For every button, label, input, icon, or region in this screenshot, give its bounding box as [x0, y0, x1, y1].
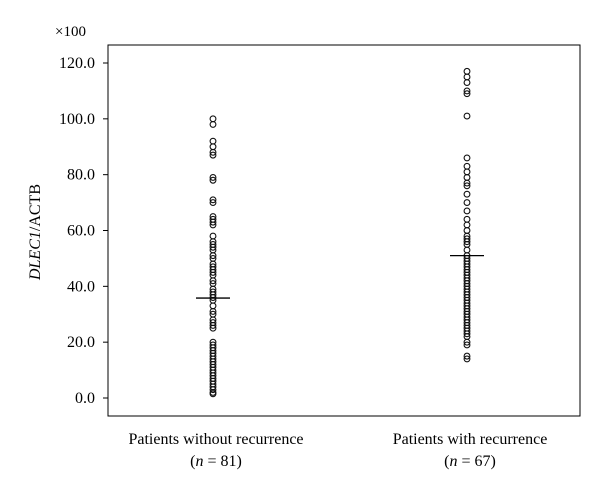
n-symbol: n — [449, 453, 457, 470]
data-point — [209, 218, 217, 226]
y-tick-label: 60.0 — [67, 223, 95, 240]
data-point — [209, 196, 217, 204]
data-point — [209, 321, 217, 329]
data-point — [209, 232, 217, 240]
data-point — [209, 143, 217, 151]
data-point — [463, 207, 471, 215]
data-point — [209, 308, 217, 315]
data-point — [463, 90, 471, 98]
y-axis-ticks: 0.0 20.0 40.0 60.0 80.0 100.0 120.0 — [59, 55, 108, 407]
n-count: = 81) — [203, 453, 241, 470]
data-point — [463, 330, 471, 338]
data-point — [209, 151, 217, 159]
data-points — [209, 67, 471, 398]
data-point — [463, 154, 471, 162]
data-point — [463, 227, 471, 234]
category-label-1-line2: (n = 67) — [444, 453, 496, 470]
data-point — [463, 215, 471, 223]
y-axis-label-gene: DLEC1 — [27, 231, 44, 281]
data-point — [463, 174, 471, 181]
data-point — [209, 386, 217, 394]
data-point — [209, 302, 217, 310]
data-point — [209, 252, 217, 260]
data-point — [463, 168, 471, 176]
scale-note: ×100 — [55, 24, 86, 40]
data-point — [209, 390, 217, 398]
y-tick-label: 100.0 — [59, 111, 95, 128]
y-tick-label: 0.0 — [75, 390, 95, 407]
data-point — [463, 355, 471, 363]
data-point — [463, 190, 471, 198]
y-tick-label: 120.0 — [59, 55, 95, 72]
data-point — [463, 73, 471, 81]
data-point — [463, 238, 471, 246]
n-count: = 67) — [457, 453, 495, 470]
data-point — [463, 182, 471, 190]
data-point — [463, 199, 471, 207]
data-point — [209, 243, 217, 251]
data-point — [209, 221, 217, 229]
data-point — [209, 324, 217, 332]
data-point — [463, 79, 471, 86]
data-point — [209, 115, 217, 123]
data-point — [209, 277, 217, 285]
category-label-0-line1: Patients without recurrence — [128, 431, 303, 448]
y-tick-label: 40.0 — [67, 278, 95, 295]
y-tick-label: 80.0 — [67, 167, 95, 184]
data-point — [463, 352, 471, 360]
y-tick-label: 20.0 — [67, 334, 95, 351]
data-point — [463, 221, 471, 229]
data-point — [463, 87, 471, 95]
data-point — [463, 246, 471, 254]
category-label-0-line2: (n = 81) — [190, 453, 242, 470]
category-label-1-line1: Patients with recurrence — [393, 431, 548, 448]
n-symbol: n — [195, 453, 203, 470]
data-point — [209, 176, 217, 184]
data-point — [463, 341, 471, 349]
plot-frame — [107, 44, 581, 417]
data-point — [463, 162, 471, 170]
y-axis-label-ref: /ACTB — [27, 184, 44, 231]
data-point — [463, 67, 471, 75]
category-label-0: Patients without recurrence (n = 81) — [128, 431, 303, 470]
data-point — [209, 120, 217, 128]
category-label-1: Patients with recurrence (n = 67) — [393, 431, 548, 470]
data-point — [209, 148, 217, 156]
data-point — [209, 137, 217, 145]
data-point — [463, 112, 471, 120]
data-point — [463, 338, 471, 346]
data-point — [209, 174, 217, 181]
data-point — [463, 179, 471, 187]
median-lines — [196, 254, 484, 299]
data-point — [209, 268, 217, 276]
data-point — [209, 199, 217, 207]
y-axis-label: DLEC1/ACTB — [27, 184, 44, 281]
